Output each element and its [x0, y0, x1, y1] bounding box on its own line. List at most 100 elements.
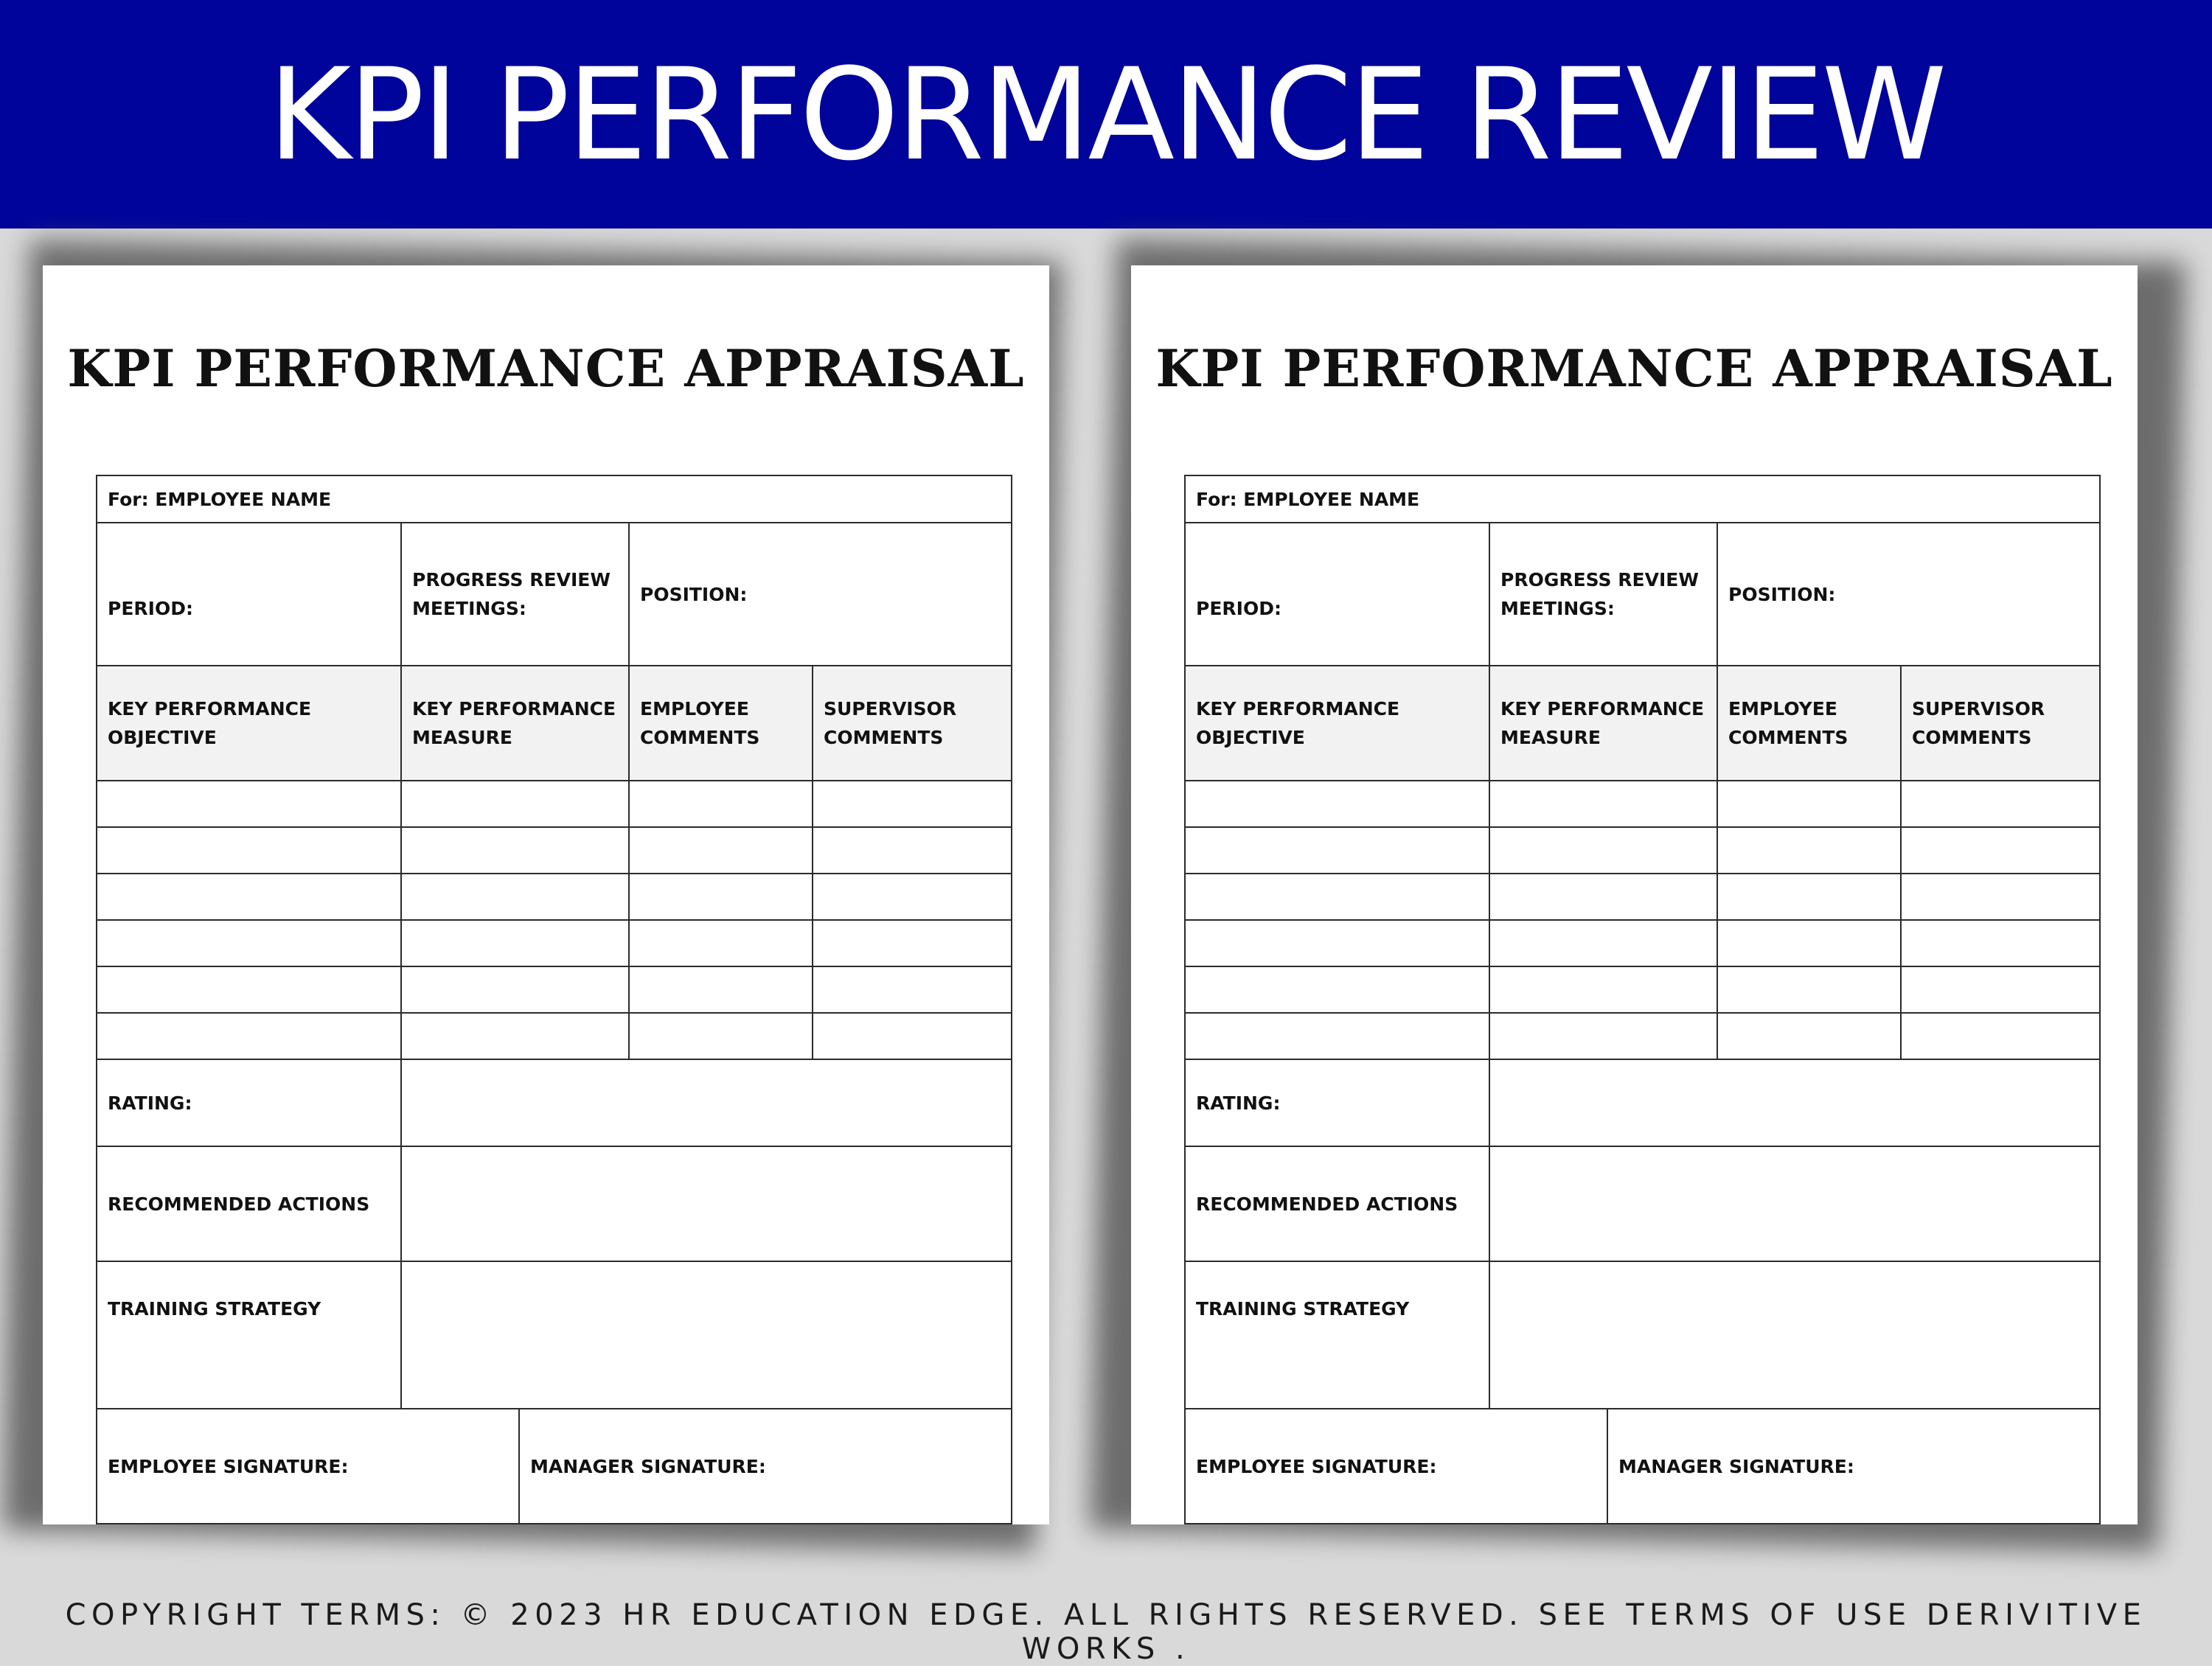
- title-banner: KPI PERFORMANCE REVIEW: [0, 0, 2212, 229]
- blank-cell[interactable]: [1717, 1012, 1902, 1060]
- blank-cell[interactable]: [1184, 966, 1490, 1014]
- blank-cell[interactable]: [96, 1012, 402, 1060]
- blank-cell[interactable]: [1899, 1012, 2101, 1060]
- blank-cell[interactable]: [1489, 873, 1718, 921]
- copyright-footer: COPYRIGHT TERMS: © 2023 HR EDUCATION EDG…: [65, 1598, 2147, 1666]
- blank-cell[interactable]: [1489, 1012, 1718, 1060]
- blank-cell[interactable]: [628, 780, 813, 828]
- table-row: [96, 826, 1013, 874]
- table-row: [1184, 966, 2101, 1014]
- training-strategy-field[interactable]: [1488, 1261, 2101, 1409]
- column-header: SUPERVISOR COMMENTS: [1899, 665, 2101, 781]
- manager-signature-field[interactable]: MANAGER SIGNATURE:: [1606, 1408, 2101, 1524]
- blank-cell[interactable]: [1717, 873, 1902, 921]
- blank-cell[interactable]: [96, 780, 402, 828]
- table-row: [96, 1012, 1013, 1060]
- form-sheet-left: KPI PERFORMANCE APPRAISAL For: EMPLOYEE …: [43, 265, 1049, 1524]
- blank-cell[interactable]: [1489, 966, 1718, 1014]
- blank-cell[interactable]: [1899, 780, 2101, 828]
- table-row: [1184, 873, 2101, 921]
- blank-cell[interactable]: [811, 826, 1013, 874]
- column-header: EMPLOYEE COMMENTS: [1717, 665, 1902, 781]
- blank-cell[interactable]: [1899, 966, 2101, 1014]
- period-field[interactable]: PERIOD:: [1184, 522, 1490, 666]
- rating-label: RATING:: [1184, 1059, 1490, 1147]
- training-strategy-label: TRAINING STRATEGY: [1184, 1261, 1490, 1409]
- blank-cell[interactable]: [1489, 826, 1718, 874]
- employee-name-field[interactable]: For: EMPLOYEE NAME: [95, 475, 1013, 523]
- employee-signature-field[interactable]: EMPLOYEE SIGNATURE:: [96, 1408, 520, 1524]
- employee-name-field[interactable]: For: EMPLOYEE NAME: [1183, 475, 2101, 523]
- blank-cell[interactable]: [1899, 873, 2101, 921]
- appraisal-table: For: EMPLOYEE NAME PERIOD: PROGRESS REVI…: [95, 475, 1013, 1524]
- blank-cell[interactable]: [811, 966, 1013, 1014]
- blank-cell[interactable]: [811, 873, 1013, 921]
- blank-cell[interactable]: [400, 780, 630, 828]
- form-title: KPI PERFORMANCE APPRAISAL: [1155, 339, 2113, 399]
- table-row: [96, 919, 1013, 967]
- blank-cell[interactable]: [1489, 919, 1718, 967]
- column-header: KEY PERFORMANCE OBJECTIVE: [96, 665, 402, 781]
- blank-cell[interactable]: [400, 919, 630, 967]
- blank-cell[interactable]: [628, 873, 813, 921]
- rating-field[interactable]: [400, 1059, 1013, 1147]
- column-header: SUPERVISOR COMMENTS: [811, 665, 1013, 781]
- blank-cell[interactable]: [1184, 873, 1490, 921]
- recommended-actions-label: RECOMMENDED ACTIONS: [1184, 1146, 1490, 1262]
- appraisal-table: For: EMPLOYEE NAME PERIOD: PROGRESS REVI…: [1183, 475, 2101, 1524]
- column-header: KEY PERFORMANCE MEASURE: [400, 665, 630, 781]
- position-field[interactable]: POSITION:: [1716, 522, 2101, 666]
- blank-cell[interactable]: [400, 873, 630, 921]
- rating-field[interactable]: [1488, 1059, 2101, 1147]
- position-field[interactable]: POSITION:: [627, 522, 1013, 666]
- form-sheet-right: KPI PERFORMANCE APPRAISAL For: EMPLOYEE …: [1131, 265, 2138, 1524]
- blank-cell[interactable]: [400, 826, 630, 874]
- period-field[interactable]: PERIOD:: [96, 522, 402, 666]
- column-header: KEY PERFORMANCE MEASURE: [1489, 665, 1718, 781]
- blank-cell[interactable]: [400, 1012, 630, 1060]
- blank-cell[interactable]: [1717, 966, 1902, 1014]
- table-row: [1184, 1012, 2101, 1060]
- training-strategy-field[interactable]: [400, 1261, 1013, 1409]
- table-row: [1184, 919, 2101, 967]
- blank-cell[interactable]: [96, 919, 402, 967]
- progress-review-field[interactable]: PROGRESS REVIEW MEETINGS:: [1489, 522, 1718, 666]
- blank-cell[interactable]: [1717, 780, 1902, 828]
- form-title: KPI PERFORMANCE APPRAISAL: [67, 339, 1025, 399]
- employee-signature-field[interactable]: EMPLOYEE SIGNATURE:: [1184, 1408, 1608, 1524]
- manager-signature-field[interactable]: MANAGER SIGNATURE:: [518, 1408, 1013, 1524]
- training-strategy-label: TRAINING STRATEGY: [96, 1261, 402, 1409]
- blank-cell[interactable]: [96, 873, 402, 921]
- blank-cell[interactable]: [628, 919, 813, 967]
- blank-cell[interactable]: [96, 966, 402, 1014]
- column-header: KEY PERFORMANCE OBJECTIVE: [1184, 665, 1490, 781]
- blank-cell[interactable]: [1899, 826, 2101, 874]
- blank-cell[interactable]: [811, 780, 1013, 828]
- blank-cell[interactable]: [1184, 780, 1490, 828]
- progress-review-field[interactable]: PROGRESS REVIEW MEETINGS:: [400, 522, 630, 666]
- recommended-actions-label: RECOMMENDED ACTIONS: [96, 1146, 402, 1262]
- blank-cell[interactable]: [811, 1012, 1013, 1060]
- blank-cell[interactable]: [1489, 780, 1718, 828]
- blank-cell[interactable]: [1184, 919, 1490, 967]
- blank-cell[interactable]: [1184, 826, 1490, 874]
- table-row: [96, 966, 1013, 1014]
- blank-cell[interactable]: [96, 826, 402, 874]
- blank-cell[interactable]: [628, 1012, 813, 1060]
- recommended-actions-field[interactable]: [400, 1146, 1013, 1262]
- blank-cell[interactable]: [811, 919, 1013, 967]
- table-row: [1184, 826, 2101, 874]
- blank-cell[interactable]: [628, 826, 813, 874]
- recommended-actions-field[interactable]: [1488, 1146, 2101, 1262]
- blank-cell[interactable]: [1717, 826, 1902, 874]
- blank-cell[interactable]: [1717, 919, 1902, 967]
- blank-cell[interactable]: [1184, 1012, 1490, 1060]
- table-row: [1184, 780, 2101, 828]
- table-row: [96, 873, 1013, 921]
- blank-cell[interactable]: [1899, 919, 2101, 967]
- banner-title: KPI PERFORMANCE REVIEW: [268, 40, 1947, 189]
- blank-cell[interactable]: [400, 966, 630, 1014]
- blank-cell[interactable]: [628, 966, 813, 1014]
- rating-label: RATING:: [96, 1059, 402, 1147]
- table-row: [96, 780, 1013, 828]
